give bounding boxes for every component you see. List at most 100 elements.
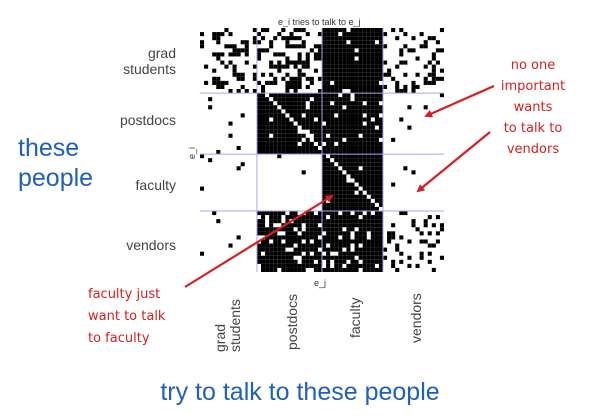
matrix-cell <box>358 44 363 49</box>
matrix-cell <box>358 137 363 142</box>
matrix-cell <box>362 105 367 110</box>
matrix-cell <box>346 150 351 155</box>
matrix-cell <box>326 84 331 89</box>
matrix-cell <box>366 215 371 220</box>
matrix-cell <box>362 60 367 65</box>
matrix-cell <box>354 251 359 256</box>
matrix-cell <box>378 68 383 73</box>
matrix-cell <box>354 211 359 216</box>
matrix-cell <box>362 231 367 236</box>
matrix-cell <box>342 68 347 73</box>
matrix-cell <box>378 194 383 199</box>
matrix-cell <box>370 48 375 53</box>
matrix-cell <box>366 125 371 130</box>
matrix-cell <box>358 60 363 65</box>
matrix-cell <box>269 243 274 248</box>
matrix-cell <box>366 129 371 134</box>
matrix-cell <box>358 52 363 57</box>
matrix-cell <box>354 202 359 207</box>
matrix-cell <box>350 117 355 122</box>
matrix-cell <box>273 150 278 155</box>
matrix-cell <box>212 80 217 85</box>
matrix-cell <box>277 215 282 220</box>
matrix-cell <box>330 76 335 81</box>
matrix-cell <box>354 170 359 175</box>
matrix-cell <box>362 182 367 187</box>
matrix-cell <box>334 72 339 77</box>
matrix-cell <box>281 28 286 33</box>
matrix-cell <box>285 101 290 106</box>
matrix-cell <box>269 219 274 224</box>
matrix-cell <box>330 162 335 167</box>
matrix-cell <box>252 28 257 33</box>
matrix-cell <box>330 117 335 122</box>
matrix-cell <box>297 145 302 150</box>
matrix-cell <box>370 121 375 126</box>
matrix-cell <box>301 150 306 155</box>
matrix-cell <box>338 141 343 146</box>
matrix-cell <box>366 150 371 155</box>
matrix-cell <box>285 89 290 94</box>
matrix-cell <box>330 243 335 248</box>
matrix-cell <box>297 137 302 142</box>
matrix-cell <box>212 211 217 216</box>
matrix-cell <box>317 215 322 220</box>
matrix-cell <box>411 223 416 228</box>
matrix-cell <box>370 162 375 167</box>
matrix-cell <box>374 150 379 155</box>
matrix-cell <box>265 141 270 146</box>
matrix-cell <box>305 84 310 89</box>
matrix-cell <box>305 93 310 98</box>
matrix-cell <box>289 243 294 248</box>
matrix-cell <box>354 154 359 159</box>
matrix-cell <box>346 255 351 260</box>
matrix-cell <box>362 52 367 57</box>
matrix-cell <box>350 52 355 57</box>
matrix-cell <box>313 105 318 110</box>
matrix-cell <box>305 255 310 260</box>
matrix-cell <box>391 182 396 187</box>
matrix-cell <box>370 101 375 106</box>
matrix-cell <box>309 76 314 81</box>
matrix-cell <box>269 215 274 220</box>
matrix-cell <box>354 174 359 179</box>
matrix-cell <box>366 263 371 268</box>
matrix-cell <box>289 150 294 155</box>
matrix-cell <box>342 133 347 138</box>
matrix-cell <box>362 247 367 252</box>
matrix-cell <box>342 251 347 256</box>
matrix-cell <box>256 145 261 150</box>
matrix-cell <box>326 239 331 244</box>
matrix-cell <box>285 109 290 114</box>
matrix-cell <box>273 145 278 150</box>
matrix-cell <box>305 211 310 216</box>
matrix-cell <box>326 219 331 224</box>
matrix-cell <box>334 158 339 163</box>
matrix-cell <box>309 117 314 122</box>
matrix-cell <box>342 141 347 146</box>
matrix-cell <box>427 251 432 256</box>
matrix-cell <box>378 158 383 163</box>
matrix-cell <box>313 52 318 57</box>
matrix-cell <box>370 251 375 256</box>
matrix-cell <box>439 227 444 232</box>
matrix-cell <box>354 186 359 191</box>
matrix-cell <box>383 32 388 37</box>
matrix-cell <box>370 267 375 272</box>
matrix-cell <box>378 215 383 220</box>
matrix-cell <box>261 137 266 142</box>
matrix-cell <box>240 72 245 77</box>
matrix-cell <box>358 80 363 85</box>
vendors-annotation-line2: important <box>500 79 566 94</box>
matrix-cell <box>366 174 371 179</box>
matrix-cell <box>354 158 359 163</box>
matrix-cell <box>346 36 351 41</box>
matrix-cell <box>293 89 298 94</box>
matrix-cell <box>305 247 310 252</box>
matrix-cell <box>256 80 261 85</box>
matrix-cell <box>338 247 343 252</box>
matrix-cell <box>358 64 363 69</box>
matrix-cell <box>423 105 428 110</box>
matrix-cell <box>366 56 371 61</box>
matrix-cell <box>309 235 314 240</box>
